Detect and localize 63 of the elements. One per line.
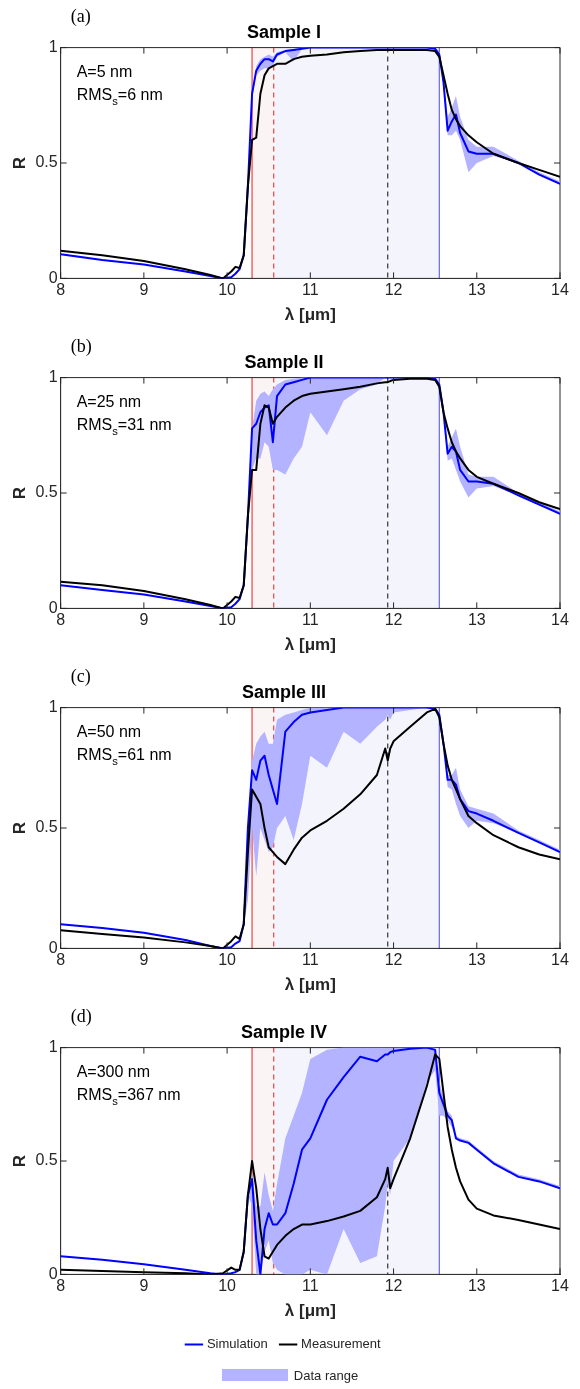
annotation: A=300 nm — [76, 1062, 151, 1080]
x-axis-title: λ [μm] — [284, 1301, 336, 1321]
x-tick-label: 14 — [551, 951, 569, 969]
x-tick-label: 8 — [56, 611, 66, 629]
legend-label: Measurement — [301, 1336, 381, 1352]
y-tick-label: 0 — [48, 268, 58, 286]
x-tick-label: 11 — [302, 951, 319, 969]
y-tick-label: 1 — [48, 1038, 58, 1056]
chart-title: Sample I — [246, 21, 322, 42]
text: (b) — [70, 335, 92, 357]
x-tick-label: 10 — [218, 611, 237, 629]
y-axis-title: R — [9, 156, 29, 170]
x-axis-title: λ [μm] — [284, 975, 336, 995]
x-tick-label: 9 — [139, 1277, 149, 1295]
y-tick-label: 0.5 — [35, 153, 58, 171]
y-tick-label: 0 — [48, 1264, 58, 1282]
y-tick-label: 0 — [48, 938, 58, 956]
x-tick-label: 8 — [56, 1277, 66, 1295]
y-tick-label: 0 — [48, 598, 58, 616]
y-axis-title: R — [9, 486, 29, 500]
annotation: A=50 nm — [76, 722, 142, 740]
x-tick-label: 11 — [302, 1277, 319, 1295]
y-axis-title: R — [9, 821, 29, 835]
x-tick-label: 12 — [384, 1277, 403, 1295]
x-tick-label: 14 — [551, 1277, 569, 1295]
x-tick-label: 14 — [551, 611, 569, 629]
annotation: A=5 nm — [76, 62, 133, 80]
text: (d) — [70, 1005, 92, 1027]
x-tick-label: 14 — [551, 281, 569, 299]
x-tick-label: 11 — [302, 611, 319, 629]
chart-title: Sample III — [241, 681, 327, 702]
y-tick-label: 0.5 — [35, 483, 58, 501]
text: (c) — [70, 665, 91, 687]
x-tick-label: 9 — [139, 951, 149, 969]
annotation: A=25 nm — [76, 392, 142, 410]
x-tick-label: 10 — [218, 1277, 237, 1295]
x-tick-label: 10 — [218, 281, 237, 299]
x-tick-label: 13 — [467, 951, 486, 969]
text: (a) — [70, 5, 91, 27]
x-axis-title: λ [μm] — [284, 305, 336, 325]
y-tick-label: 1 — [48, 38, 58, 56]
x-tick-label: 12 — [384, 951, 403, 969]
y-tick-label: 1 — [48, 698, 58, 716]
x-tick-label: 8 — [56, 281, 66, 299]
x-tick-label: 10 — [218, 951, 237, 969]
y-axis-title: R — [9, 1154, 29, 1168]
y-tick-label: 0.5 — [35, 818, 58, 836]
legend-label: Simulation — [206, 1336, 268, 1352]
y-tick-label: 1 — [48, 368, 58, 386]
x-tick-label: 9 — [139, 611, 149, 629]
x-tick-label: 13 — [467, 611, 486, 629]
text: Data range — [293, 1367, 359, 1383]
x-tick-label: 8 — [56, 951, 66, 969]
y-tick-label: 0.5 — [35, 1151, 58, 1169]
x-tick-label: 9 — [139, 281, 149, 299]
x-tick-label: 13 — [467, 1277, 486, 1295]
x-tick-label: 12 — [384, 611, 403, 629]
x-tick-label: 11 — [302, 281, 319, 299]
x-tick-label: 13 — [467, 281, 486, 299]
chart-title: Sample IV — [240, 1021, 328, 1042]
x-axis-title: λ [μm] — [284, 635, 336, 655]
chart-title: Sample II — [244, 351, 324, 372]
x-tick-label: 12 — [384, 281, 403, 299]
